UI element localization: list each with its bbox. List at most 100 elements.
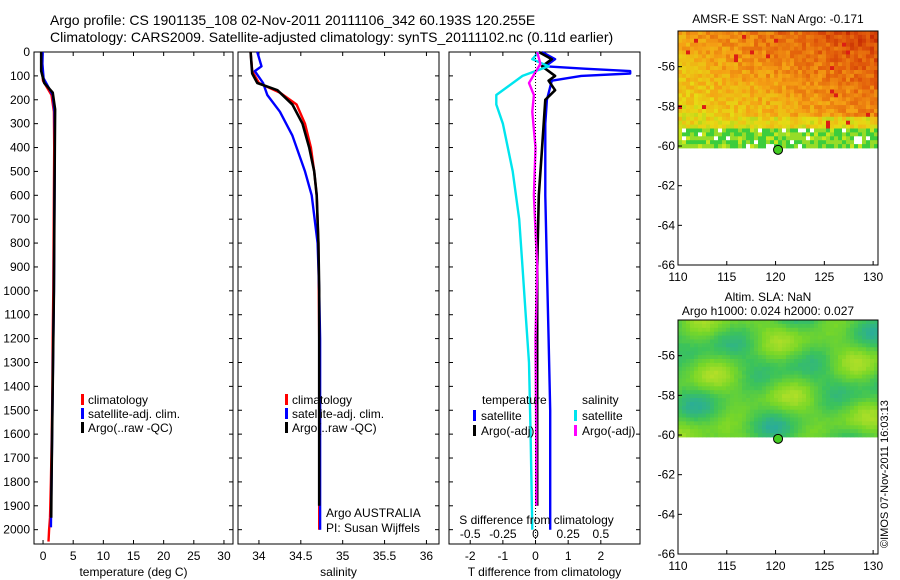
sst_map-cell bbox=[850, 34, 855, 40]
sst_map-cell bbox=[814, 136, 819, 141]
sla_map-cell bbox=[690, 425, 695, 430]
sst_map-cell bbox=[806, 116, 811, 122]
sla_map-cell bbox=[854, 405, 859, 411]
sst_map-cell bbox=[866, 46, 871, 51]
sla_map-cell bbox=[730, 347, 735, 352]
sst_map-cell bbox=[678, 34, 683, 40]
sla_map-cell bbox=[834, 362, 839, 368]
sla_map-cell bbox=[858, 421, 863, 426]
sst_map-cell bbox=[706, 132, 711, 137]
sst_map-cell bbox=[706, 34, 711, 40]
sst_map-cell bbox=[682, 140, 687, 145]
sst_map-cell bbox=[858, 128, 863, 133]
sla_map-cell bbox=[874, 433, 879, 438]
sla_map-cell bbox=[842, 382, 847, 387]
sla_map-cell bbox=[838, 370, 843, 375]
sst_map-cell bbox=[710, 34, 715, 40]
sst_map-cell bbox=[850, 144, 855, 149]
sst_map-cell bbox=[746, 46, 751, 51]
difference-x2tick-label: 0 bbox=[532, 527, 539, 541]
sst_map-cell bbox=[754, 97, 759, 102]
sst_map-cell bbox=[822, 81, 827, 86]
sst_map-cell bbox=[822, 144, 827, 149]
sla_map-cell bbox=[702, 425, 707, 430]
sst_map-cell bbox=[782, 109, 787, 114]
sst_map-cell bbox=[774, 89, 779, 94]
sst_map-cell bbox=[782, 116, 787, 122]
sst_map-cell bbox=[722, 62, 727, 67]
sla_map-cell bbox=[866, 394, 871, 399]
sla_map-cell bbox=[714, 378, 719, 383]
sst_map-cell bbox=[770, 112, 775, 118]
sla_map-cell bbox=[782, 401, 787, 407]
sst_map-cell bbox=[798, 54, 803, 59]
sst_map-cell bbox=[842, 85, 847, 90]
sla_map-cell bbox=[698, 374, 703, 379]
sla_map-cell bbox=[826, 339, 831, 344]
sst_map-cell bbox=[710, 93, 715, 98]
sst_map-cell bbox=[750, 31, 755, 36]
sla_map-cell bbox=[798, 401, 803, 407]
sla_map-cell bbox=[850, 339, 855, 344]
sst_map-cell bbox=[794, 62, 799, 67]
sla_map-cell bbox=[814, 401, 819, 407]
sst_map-cell bbox=[778, 120, 783, 125]
sla_map-cell bbox=[846, 413, 851, 418]
sst_map-cell bbox=[838, 46, 843, 51]
sla_map-cell bbox=[846, 394, 851, 399]
sla_map-cell bbox=[682, 370, 687, 375]
sst_map-cell bbox=[706, 81, 711, 86]
temperature-series-2 bbox=[39, 52, 57, 518]
sst_map-cell bbox=[874, 124, 879, 129]
sst_map-cell bbox=[678, 89, 683, 94]
sla_map-cell bbox=[778, 417, 783, 422]
sst_map-cell bbox=[830, 101, 835, 106]
sst_map-cell bbox=[842, 66, 847, 71]
sst_map-cell bbox=[810, 62, 815, 67]
salinity-xtick-label: 36 bbox=[420, 549, 434, 563]
sst_map-cell bbox=[734, 144, 739, 149]
sst_map-cell bbox=[698, 77, 703, 83]
sst_map-cell bbox=[850, 124, 855, 129]
sla_map-cell bbox=[802, 347, 807, 352]
sla_map-cell bbox=[866, 398, 871, 403]
sst_map-cell bbox=[874, 38, 879, 44]
sst_map-cell bbox=[698, 66, 703, 71]
sla_map-cell bbox=[678, 378, 683, 383]
sst_map-cell bbox=[842, 144, 847, 149]
sla_map-cell bbox=[794, 401, 799, 407]
sla_map-cell bbox=[782, 390, 787, 395]
sla_map-cell bbox=[722, 433, 727, 438]
sla_map-cell bbox=[838, 425, 843, 430]
sst_map-cell bbox=[682, 89, 687, 94]
sla_map-cell bbox=[694, 429, 699, 434]
sla_map-cell bbox=[686, 413, 691, 418]
sla_map-cell bbox=[762, 327, 767, 333]
sst_map-cell bbox=[714, 105, 719, 110]
sla_map-cell bbox=[790, 417, 795, 422]
sla_map-cell bbox=[710, 355, 715, 360]
sst_map-cell bbox=[774, 109, 779, 114]
sst_map-cell bbox=[766, 85, 771, 90]
sst_map-cell bbox=[862, 124, 867, 129]
sst_map-cell bbox=[858, 73, 863, 79]
sst_map-cell bbox=[866, 42, 871, 47]
sst_map-cell bbox=[738, 101, 743, 106]
sla_map-cell bbox=[782, 327, 787, 333]
sla_map-cell bbox=[750, 401, 755, 407]
sst_map-cell bbox=[678, 31, 683, 36]
sla_map-cell bbox=[682, 323, 687, 329]
sst_map-cell bbox=[682, 128, 687, 133]
sst_map-cell bbox=[730, 140, 735, 145]
sla_map-cell bbox=[862, 378, 867, 383]
sla_map-cell bbox=[686, 327, 691, 333]
sst_map-cell bbox=[782, 89, 787, 94]
sst_map-cell bbox=[694, 140, 699, 145]
sst_map-cell bbox=[838, 112, 843, 118]
salinity-xtick-label: 34 bbox=[252, 549, 266, 563]
ytick-label: 0 bbox=[23, 45, 30, 59]
sst_map-cell bbox=[714, 50, 719, 55]
sla_map-cell bbox=[742, 327, 747, 333]
sst_map-cell bbox=[722, 34, 727, 40]
sla_map-cell bbox=[786, 347, 791, 352]
